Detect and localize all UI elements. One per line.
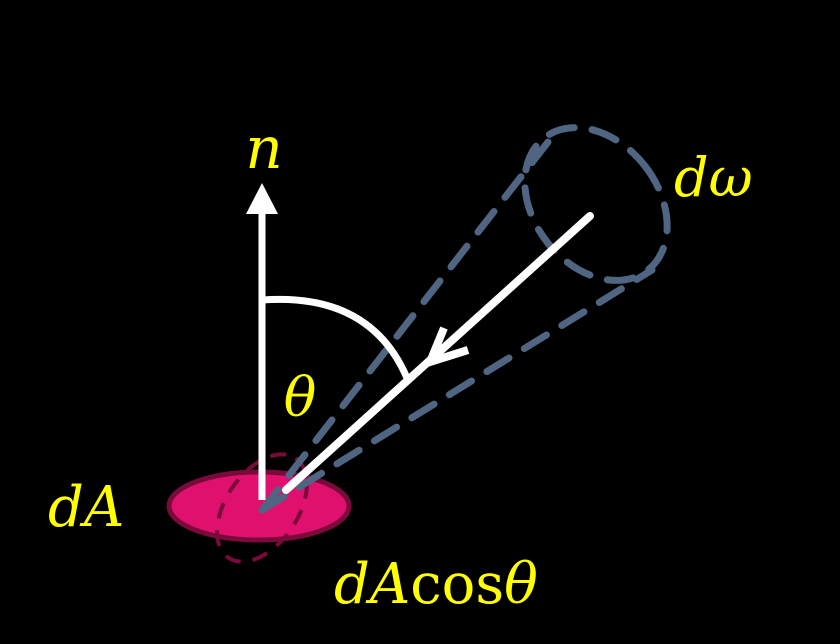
arrow-down-left-icon [423, 326, 470, 369]
solid-angle-cone [258, 124, 671, 514]
arrow-up-icon [246, 183, 278, 214]
projected-area-prefix: dA [334, 552, 410, 617]
cone-edge-lower [258, 266, 656, 514]
projected-area-cos: cos [410, 552, 504, 617]
projected-patch-outline [215, 452, 309, 564]
theta-angle-arc [261, 295, 411, 380]
projected-area-theta: θ [504, 552, 538, 617]
cone-edge-upper [258, 138, 552, 514]
solid-angle-label: dω [674, 146, 753, 209]
theta-label: θ [284, 366, 317, 429]
projected-area-label: dAcosθ [334, 552, 538, 617]
area-label: dA [48, 475, 124, 540]
cone-cap-ellipse [521, 124, 671, 284]
normal-label: n [245, 114, 282, 182]
